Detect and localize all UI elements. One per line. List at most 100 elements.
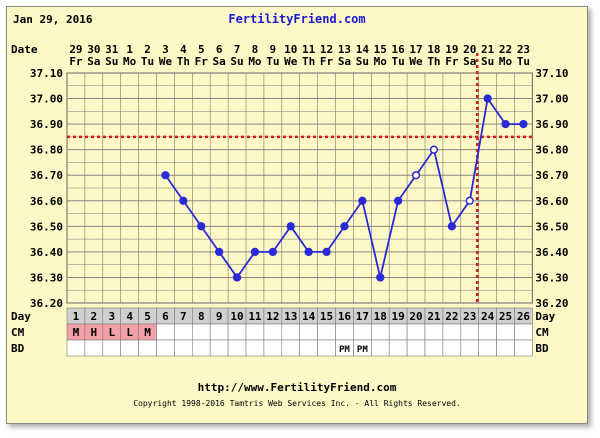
y-tick-label-left: 37.10	[30, 67, 63, 80]
date-label: 17	[409, 43, 422, 56]
date-label: 4	[180, 43, 187, 56]
cell-cm	[424, 323, 444, 341]
weekday-label: Su	[356, 55, 369, 68]
cell-text-day: 6	[162, 310, 169, 323]
y-tick-label-left: 37.00	[30, 93, 63, 106]
cell-bd	[388, 339, 408, 357]
date-label: 1	[126, 43, 133, 56]
brand-title: FertilityFriend.com	[228, 12, 365, 26]
date-label: 31	[105, 43, 119, 56]
date-label: 15	[374, 43, 387, 56]
y-tick-label-left: 36.40	[30, 246, 63, 259]
cell-cm	[209, 323, 229, 341]
cell-cm	[388, 323, 408, 341]
cell-bd	[263, 339, 283, 357]
cell-text-day: 12	[266, 310, 279, 323]
date-label: 8	[252, 43, 259, 56]
cell-bd	[317, 339, 336, 357]
date-label: 19	[445, 43, 458, 56]
weekday-label: Su	[230, 55, 243, 68]
weekday-label: Fr	[195, 55, 209, 68]
date-label: 29	[69, 43, 82, 56]
weekday-label: We	[409, 55, 423, 68]
cell-bd	[227, 339, 247, 357]
cell-bd	[174, 339, 193, 357]
weekday-label: Tu	[266, 55, 279, 68]
date-label: 12	[320, 43, 333, 56]
weekday-label: Sa	[213, 55, 226, 68]
weekday-label: Th	[302, 55, 315, 68]
cell-bd	[442, 339, 462, 357]
cell-cm	[460, 323, 479, 341]
cell-bd	[245, 339, 265, 357]
cell-bd	[370, 339, 390, 357]
cell-text-cm: M	[144, 326, 151, 339]
cell-bd	[496, 339, 515, 357]
cell-bd	[478, 339, 497, 357]
cell-text-day: 19	[392, 310, 405, 323]
cell-text-bd: PM	[339, 345, 350, 355]
y-tick-label-right: 36.90	[535, 118, 568, 131]
cell-text-day: 25	[499, 310, 512, 323]
cell-cm	[174, 323, 193, 341]
cell-cm	[245, 323, 265, 341]
weekday-label: Sa	[338, 55, 351, 68]
cell-bd	[84, 339, 104, 357]
temperature-point	[215, 247, 224, 257]
date-label: 20	[463, 43, 476, 56]
cell-cm	[192, 323, 211, 341]
date-label: 5	[198, 43, 205, 56]
y-tick-label-left: 36.60	[30, 195, 63, 208]
date-label: 9	[270, 43, 277, 56]
cell-bd	[460, 339, 479, 357]
cell-bd	[156, 339, 175, 357]
temperature-series	[161, 94, 528, 282]
cell-text-day: 4	[126, 310, 133, 323]
cell-text-cm: M	[73, 326, 80, 339]
cell-text-day: 18	[374, 310, 387, 323]
cell-bd	[138, 339, 157, 357]
date-label: 16	[392, 43, 406, 56]
y-tick-label-left: 36.20	[30, 297, 63, 310]
y-tick-label-right: 36.60	[535, 195, 568, 208]
temperature-point	[483, 94, 492, 103]
cell-text-day: 21	[427, 310, 441, 323]
temperature-point	[322, 247, 331, 257]
y-tick-label-left: 36.50	[30, 220, 63, 233]
temperature-point	[429, 145, 439, 154]
cell-cm	[353, 323, 372, 341]
cell-text-day: 5	[144, 310, 151, 323]
temperature-point	[394, 196, 403, 205]
temperature-point	[268, 247, 278, 257]
temperature-point	[179, 196, 188, 205]
row-label-right-day: Day	[535, 310, 555, 323]
cell-cm	[281, 323, 300, 341]
weekday-label: We	[284, 55, 298, 68]
temperature-point	[501, 119, 510, 129]
temperature-point	[286, 222, 295, 231]
cell-bd	[66, 339, 86, 357]
weekday-label: We	[159, 55, 173, 68]
temperature-point	[197, 222, 206, 231]
y-tick-label-left: 36.90	[30, 118, 63, 131]
cell-text-day: 23	[463, 310, 476, 323]
temperature-point	[376, 273, 385, 282]
row-label-cm: CM	[11, 326, 25, 339]
y-tick-label-left: 36.70	[30, 169, 63, 182]
weekday-label: Mo	[499, 55, 513, 68]
weekday-label: Fr	[445, 55, 459, 68]
cell-cm	[299, 323, 318, 341]
cell-bd	[281, 339, 300, 357]
date-label: 11	[302, 43, 316, 56]
fertility-chart: Jan 29, 2016 FertilityFriend.com http://…	[11, 12, 569, 408]
cell-text-cm: L	[126, 326, 133, 339]
cell-bd	[209, 339, 229, 357]
cell-bd	[102, 339, 122, 357]
cell-cm	[227, 323, 247, 341]
weekday-label: Fr	[69, 55, 83, 68]
cell-text-day: 22	[445, 310, 458, 323]
y-tick-label-right: 36.40	[535, 246, 568, 259]
y-tick-label-left: 36.30	[30, 271, 63, 284]
cell-bd	[514, 339, 533, 357]
